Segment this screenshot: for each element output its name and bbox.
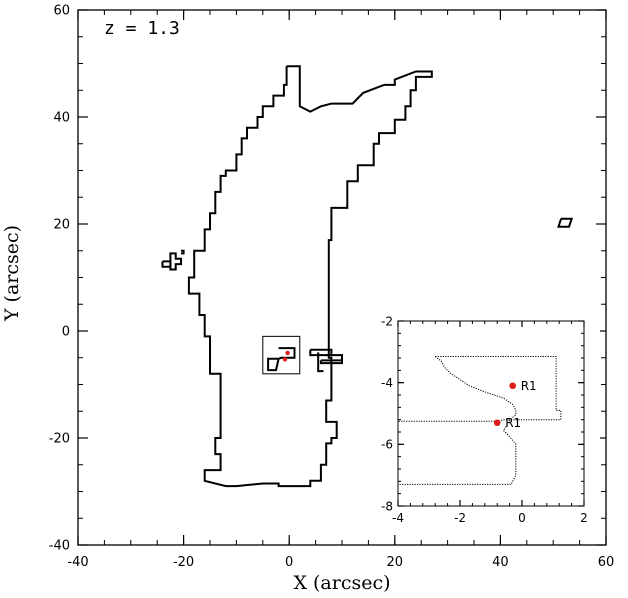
critical-curve-4 xyxy=(267,347,296,372)
inset-curve-0 xyxy=(398,356,517,485)
inset-plot-frame xyxy=(397,320,585,507)
inset-y-tick-label: -2 xyxy=(381,314,393,328)
critical-curve-3 xyxy=(181,249,185,255)
main-y-tick-label: 0 xyxy=(62,325,70,340)
image-point-marker xyxy=(285,350,290,356)
inset-x-tick-label: -4 xyxy=(392,511,404,525)
main-x-tick-label: 20 xyxy=(387,555,404,570)
main-y-tick-label: -40 xyxy=(49,539,70,554)
inset-y-tick-label: -8 xyxy=(381,499,393,513)
y-axis-label: Y (arcsec) xyxy=(1,225,23,322)
main-x-tick-label: -40 xyxy=(67,555,88,570)
critical-curve-1 xyxy=(169,252,182,271)
inset-x-tick-label: -2 xyxy=(454,511,466,525)
main-y-tick-label: 40 xyxy=(53,111,70,126)
zoom-region-box xyxy=(262,335,301,375)
inset-x-tick-label: 0 xyxy=(518,511,526,525)
image-point-marker xyxy=(282,357,288,362)
inset-y-tick-label: -4 xyxy=(381,376,393,390)
main-x-tick-label: 60 xyxy=(598,555,615,570)
inset-x-tick-label: 2 xyxy=(580,511,588,525)
critical-curve-2 xyxy=(161,260,172,268)
main-x-tick-label: 40 xyxy=(492,555,509,570)
critical-curve-6 xyxy=(319,359,343,365)
critical-curve-8 xyxy=(326,354,343,361)
inset-image-point xyxy=(509,382,516,390)
inset-y-tick-label: -6 xyxy=(381,438,393,452)
main-y-tick-label: 20 xyxy=(53,218,70,233)
inset-image-point xyxy=(493,419,501,427)
main-y-tick-label: 60 xyxy=(53,4,70,19)
critical-curve-9 xyxy=(557,217,574,228)
inset-point-label: R1 xyxy=(521,379,537,393)
redshift-annotation: z = 1.3 xyxy=(104,18,180,39)
inset-chart: -4 -2 0 2 -8 -6 -4 -2 R1 R1 xyxy=(364,312,600,532)
main-y-tick-label: -20 xyxy=(49,432,70,447)
critical-curve-0 xyxy=(187,65,433,488)
main-x-tick-label: 0 xyxy=(285,555,293,570)
inset-point-label: R1 xyxy=(505,416,521,430)
main-x-tick-label: -20 xyxy=(173,555,194,570)
x-axis-label: X (arcsec) xyxy=(293,572,390,594)
critical-curve-7 xyxy=(317,352,324,373)
